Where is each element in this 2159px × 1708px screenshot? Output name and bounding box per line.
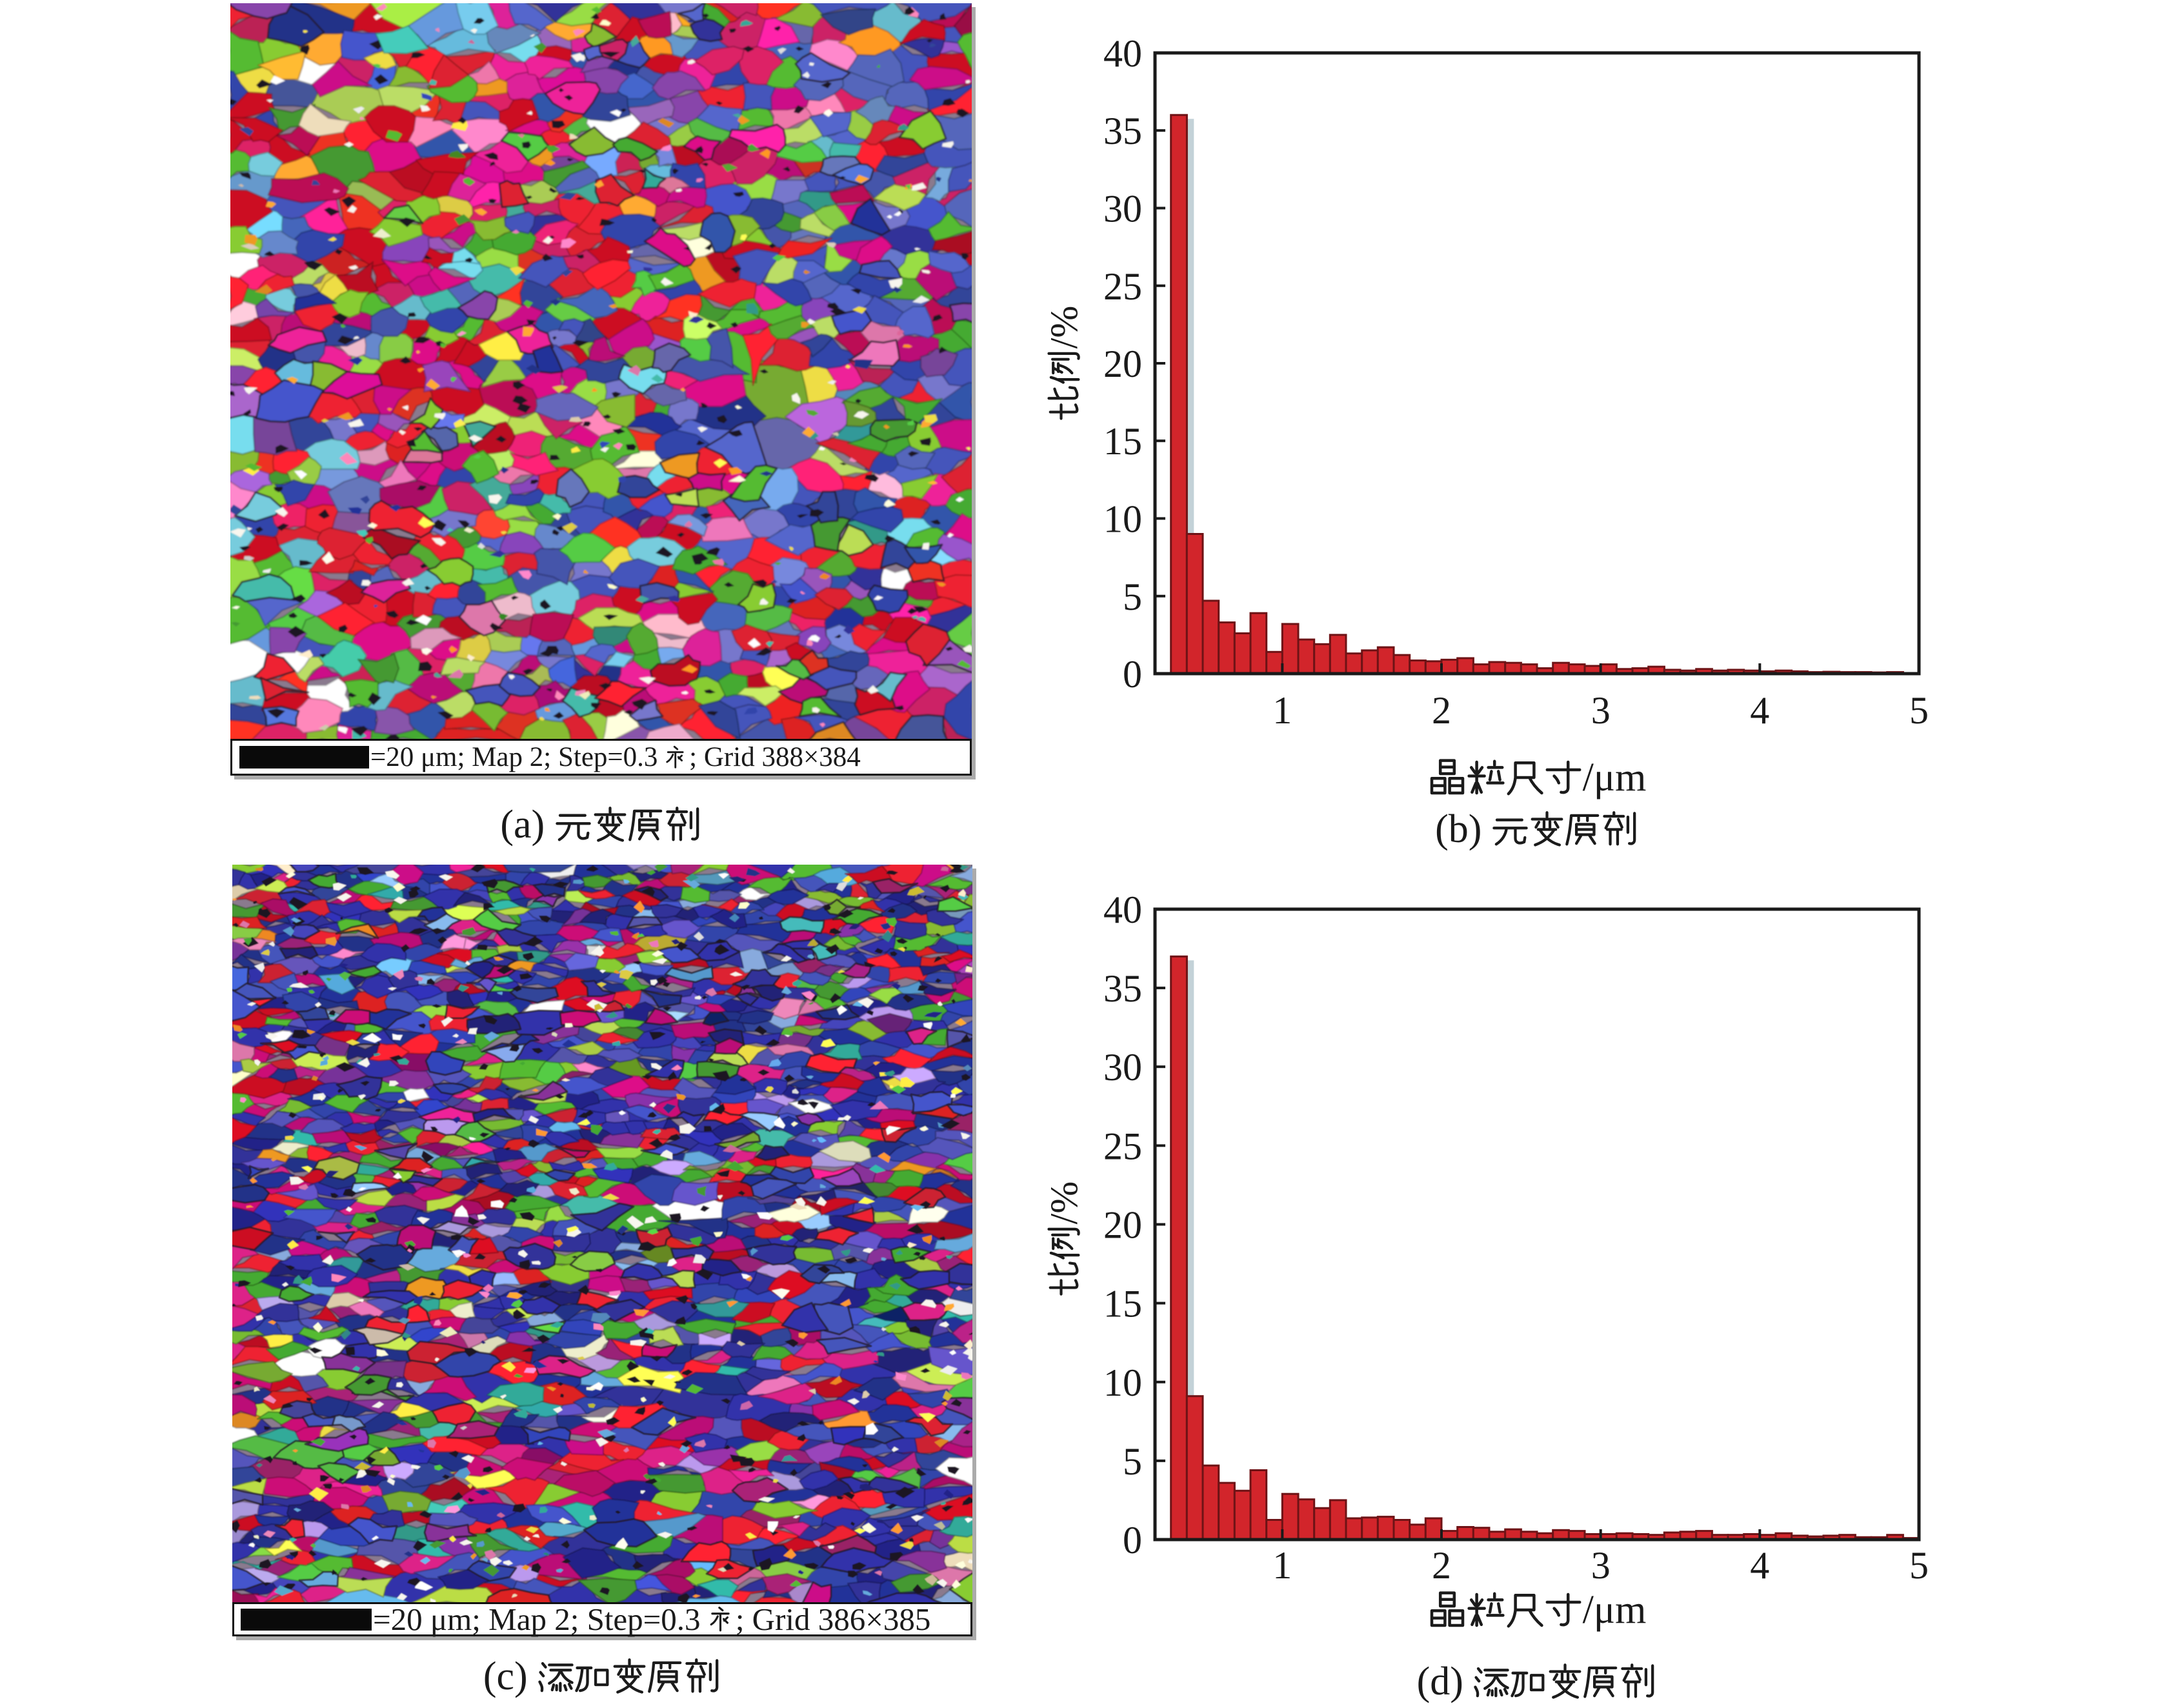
svg-text:5: 5: [1123, 1440, 1142, 1483]
svg-text:15: 15: [1103, 420, 1142, 463]
svg-text:40: 40: [1103, 889, 1142, 931]
svg-text:2: 2: [1432, 1544, 1451, 1587]
svg-text:25: 25: [1103, 1125, 1142, 1167]
svg-text:20: 20: [1103, 1204, 1142, 1247]
svg-text:3: 3: [1591, 689, 1611, 732]
svg-text:10: 10: [1103, 1361, 1142, 1404]
svg-text:0: 0: [1123, 1519, 1142, 1562]
svg-text:2: 2: [1432, 689, 1451, 732]
svg-text:30: 30: [1103, 1046, 1142, 1089]
svg-text:5: 5: [1123, 576, 1142, 618]
svg-text:10: 10: [1103, 498, 1142, 541]
svg-text:3: 3: [1591, 1544, 1611, 1587]
svg-text:15: 15: [1103, 1283, 1142, 1325]
svg-text:5: 5: [1909, 1544, 1929, 1587]
svg-text:0: 0: [1123, 653, 1142, 696]
svg-text:25: 25: [1103, 265, 1142, 308]
svg-text:35: 35: [1103, 110, 1142, 152]
svg-text:4: 4: [1750, 689, 1769, 732]
svg-text:30: 30: [1103, 188, 1142, 230]
svg-text:1: 1: [1272, 1544, 1292, 1587]
svg-text:35: 35: [1103, 967, 1142, 1010]
svg-text:4: 4: [1750, 1544, 1769, 1587]
svg-text:1: 1: [1272, 689, 1292, 732]
svg-text:5: 5: [1909, 689, 1929, 732]
svg-text:20: 20: [1103, 343, 1142, 385]
svg-text:40: 40: [1103, 32, 1142, 75]
